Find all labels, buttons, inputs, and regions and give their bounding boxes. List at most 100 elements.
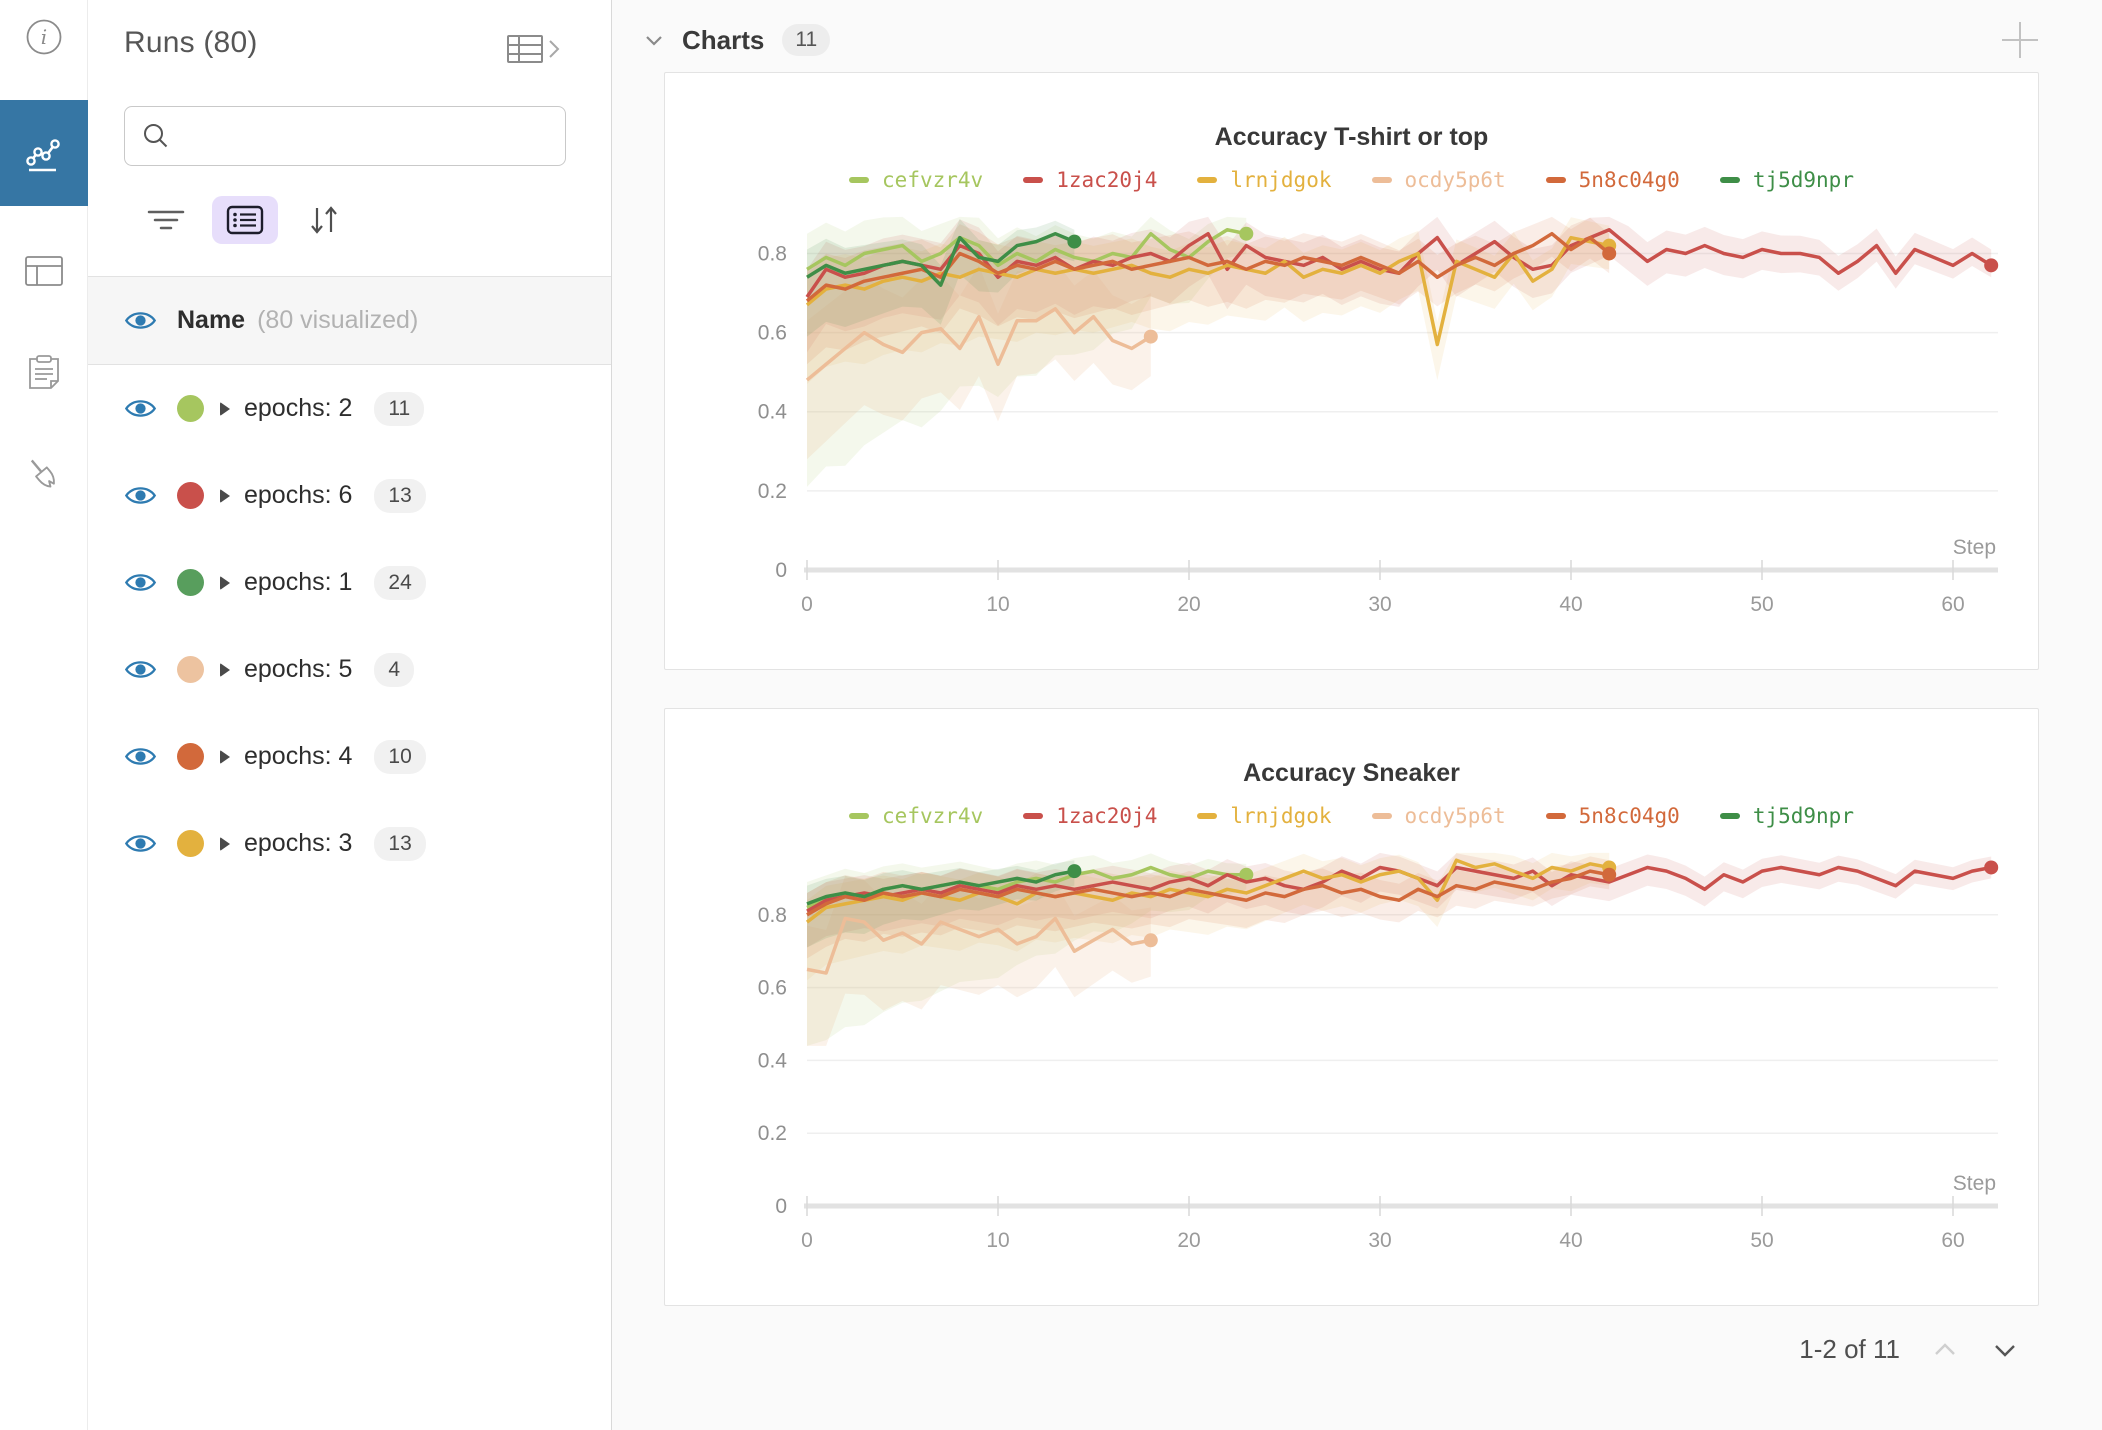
list-view-button[interactable] (212, 196, 278, 244)
page-up-button[interactable] (1930, 1338, 1960, 1362)
charts-section-title[interactable]: Charts (682, 24, 765, 55)
run-count-badge: 4 (374, 652, 415, 687)
legend-item[interactable]: tj5d9npr (1719, 804, 1854, 828)
svg-text:0: 0 (801, 1229, 813, 1252)
legend-item[interactable]: lrnjdgok (1197, 168, 1332, 192)
plus-icon (2002, 22, 2038, 58)
eye-icon[interactable] (124, 658, 157, 681)
chevron-down-icon[interactable] (640, 26, 668, 54)
legend-run-name: tj5d9npr (1752, 168, 1854, 192)
run-group-row[interactable]: epochs: 6 13 (88, 452, 611, 539)
grid-chevron-icon (507, 35, 560, 63)
legend-item[interactable]: ocdy5p6t (1371, 168, 1506, 192)
run-group-row[interactable]: epochs: 2 11 (88, 365, 611, 452)
eye-icon[interactable] (124, 397, 157, 420)
legend-item[interactable]: 5n8c04g0 (1545, 804, 1680, 828)
legend-run-name: cefvzr4v (882, 804, 984, 828)
svg-text:40: 40 (1559, 593, 1582, 616)
sweeps-rail-button[interactable] (0, 438, 88, 512)
legend-item[interactable]: 5n8c04g0 (1545, 168, 1680, 192)
svg-text:0.6: 0.6 (757, 977, 786, 1000)
filter-button[interactable] (140, 196, 192, 244)
name-header-row[interactable]: Name (80 visualized) (88, 277, 611, 365)
charts-rail-button[interactable] (0, 100, 88, 206)
pagination-label: 1-2 of 11 (1799, 1334, 1900, 1364)
eye-icon[interactable] (124, 832, 157, 855)
expand-caret-icon[interactable] (220, 575, 230, 590)
svg-text:0.2: 0.2 (757, 1122, 786, 1145)
page-down-button[interactable] (1990, 1338, 2020, 1362)
add-panel-button[interactable] (2000, 20, 2040, 60)
table-rail-button[interactable] (0, 234, 88, 308)
legend-swatch (849, 813, 870, 819)
legend-swatch (1545, 813, 1566, 819)
accuracy-tshirt-chart[interactable]: 0 0.2 0.4 0.6 0.8 0 10 20 30 40 50 60 Step (682, 206, 2022, 636)
expand-caret-icon[interactable] (220, 662, 230, 677)
eye-icon[interactable] (124, 484, 157, 507)
run-group-label: epochs: 4 (244, 742, 353, 770)
sort-button[interactable] (298, 196, 350, 244)
expand-caret-icon[interactable] (220, 401, 230, 416)
left-rail: i (0, 0, 88, 1430)
info-rail-button[interactable]: i (0, 0, 88, 74)
legend-run-name: lrnjdgok (1230, 804, 1332, 828)
charts-section: Charts 11 Accuracy T-shirt or top cefvzr… (612, 0, 2102, 1430)
legend-swatch (1023, 813, 1044, 819)
legend-run-name: ocdy5p6t (1404, 804, 1506, 828)
runs-toolbar (140, 196, 611, 244)
charts-pagination: 1-2 of 11 (640, 1334, 2040, 1365)
run-group-row[interactable]: epochs: 1 24 (88, 539, 611, 626)
svg-text:20: 20 (1177, 1229, 1200, 1252)
legend-item[interactable]: ocdy5p6t (1371, 804, 1506, 828)
filter-icon (147, 210, 185, 230)
svg-text:0: 0 (801, 593, 813, 616)
search-icon (144, 124, 168, 148)
table-icon (24, 256, 63, 286)
expand-caret-icon[interactable] (220, 836, 230, 851)
accuracy-sneaker-chart[interactable]: 0 0.2 0.4 0.6 0.8 0 10 20 30 40 50 60 Step (682, 842, 2022, 1272)
eye-icon[interactable] (124, 309, 157, 332)
legend-item[interactable]: 1zac20j4 (1023, 804, 1157, 828)
legend-run-name: 5n8c04g0 (1578, 804, 1680, 828)
legend-item[interactable]: tj5d9npr (1719, 168, 1854, 192)
svg-text:10: 10 (986, 593, 1009, 616)
legend-run-name: cefvzr4v (882, 168, 984, 192)
name-column-label: Name (177, 306, 246, 334)
logs-rail-button[interactable] (0, 336, 88, 410)
list-icon (226, 205, 264, 235)
run-group-row[interactable]: epochs: 3 13 (88, 800, 611, 887)
runs-table-button[interactable] (505, 30, 567, 68)
legend-item[interactable]: cefvzr4v (849, 804, 983, 828)
runs-title: Runs (80) (124, 26, 258, 59)
run-count-badge: 24 (374, 565, 426, 600)
legend-item[interactable]: cefvzr4v (849, 168, 983, 192)
run-group-label: epochs: 3 (244, 829, 353, 857)
run-group-row[interactable]: epochs: 5 4 (88, 626, 611, 713)
svg-text:Step: Step (1952, 1172, 1995, 1195)
search-input[interactable] (183, 122, 565, 150)
svg-text:0.2: 0.2 (757, 480, 786, 503)
legend-run-name: 1zac20j4 (1056, 168, 1158, 192)
legend-item[interactable]: lrnjdgok (1197, 804, 1332, 828)
legend-swatch (1545, 177, 1566, 183)
line-chart-icon (25, 139, 60, 172)
legend-item[interactable]: 1zac20j4 (1023, 168, 1157, 192)
chart-panel-sneaker[interactable]: Accuracy Sneaker cefvzr4v 1zac20j4 lrnjdgo… (664, 708, 2039, 1306)
chart-panel-tshirt[interactable]: Accuracy T-shirt or top cefvzr4v 1zac20j4… (664, 72, 2039, 670)
run-group-label: epochs: 1 (244, 568, 353, 596)
charts-header: Charts 11 (640, 0, 2040, 72)
expand-caret-icon[interactable] (220, 488, 230, 503)
eye-icon[interactable] (124, 571, 157, 594)
run-group-row[interactable]: epochs: 4 10 (88, 713, 611, 800)
eye-icon[interactable] (124, 745, 157, 768)
legend-swatch (1197, 177, 1218, 183)
svg-text:60: 60 (1941, 1229, 1964, 1252)
svg-text:0.4: 0.4 (757, 1049, 787, 1072)
expand-caret-icon[interactable] (220, 749, 230, 764)
chart-legend: cefvzr4v 1zac20j4 lrnjdgok ocdy5p6t 5n8c04g0… (665, 804, 2038, 828)
legend-swatch (1197, 813, 1218, 819)
charts-count-badge: 11 (782, 24, 831, 56)
search-box[interactable] (124, 106, 566, 166)
broom-icon (30, 459, 55, 488)
svg-text:0.8: 0.8 (757, 242, 786, 265)
